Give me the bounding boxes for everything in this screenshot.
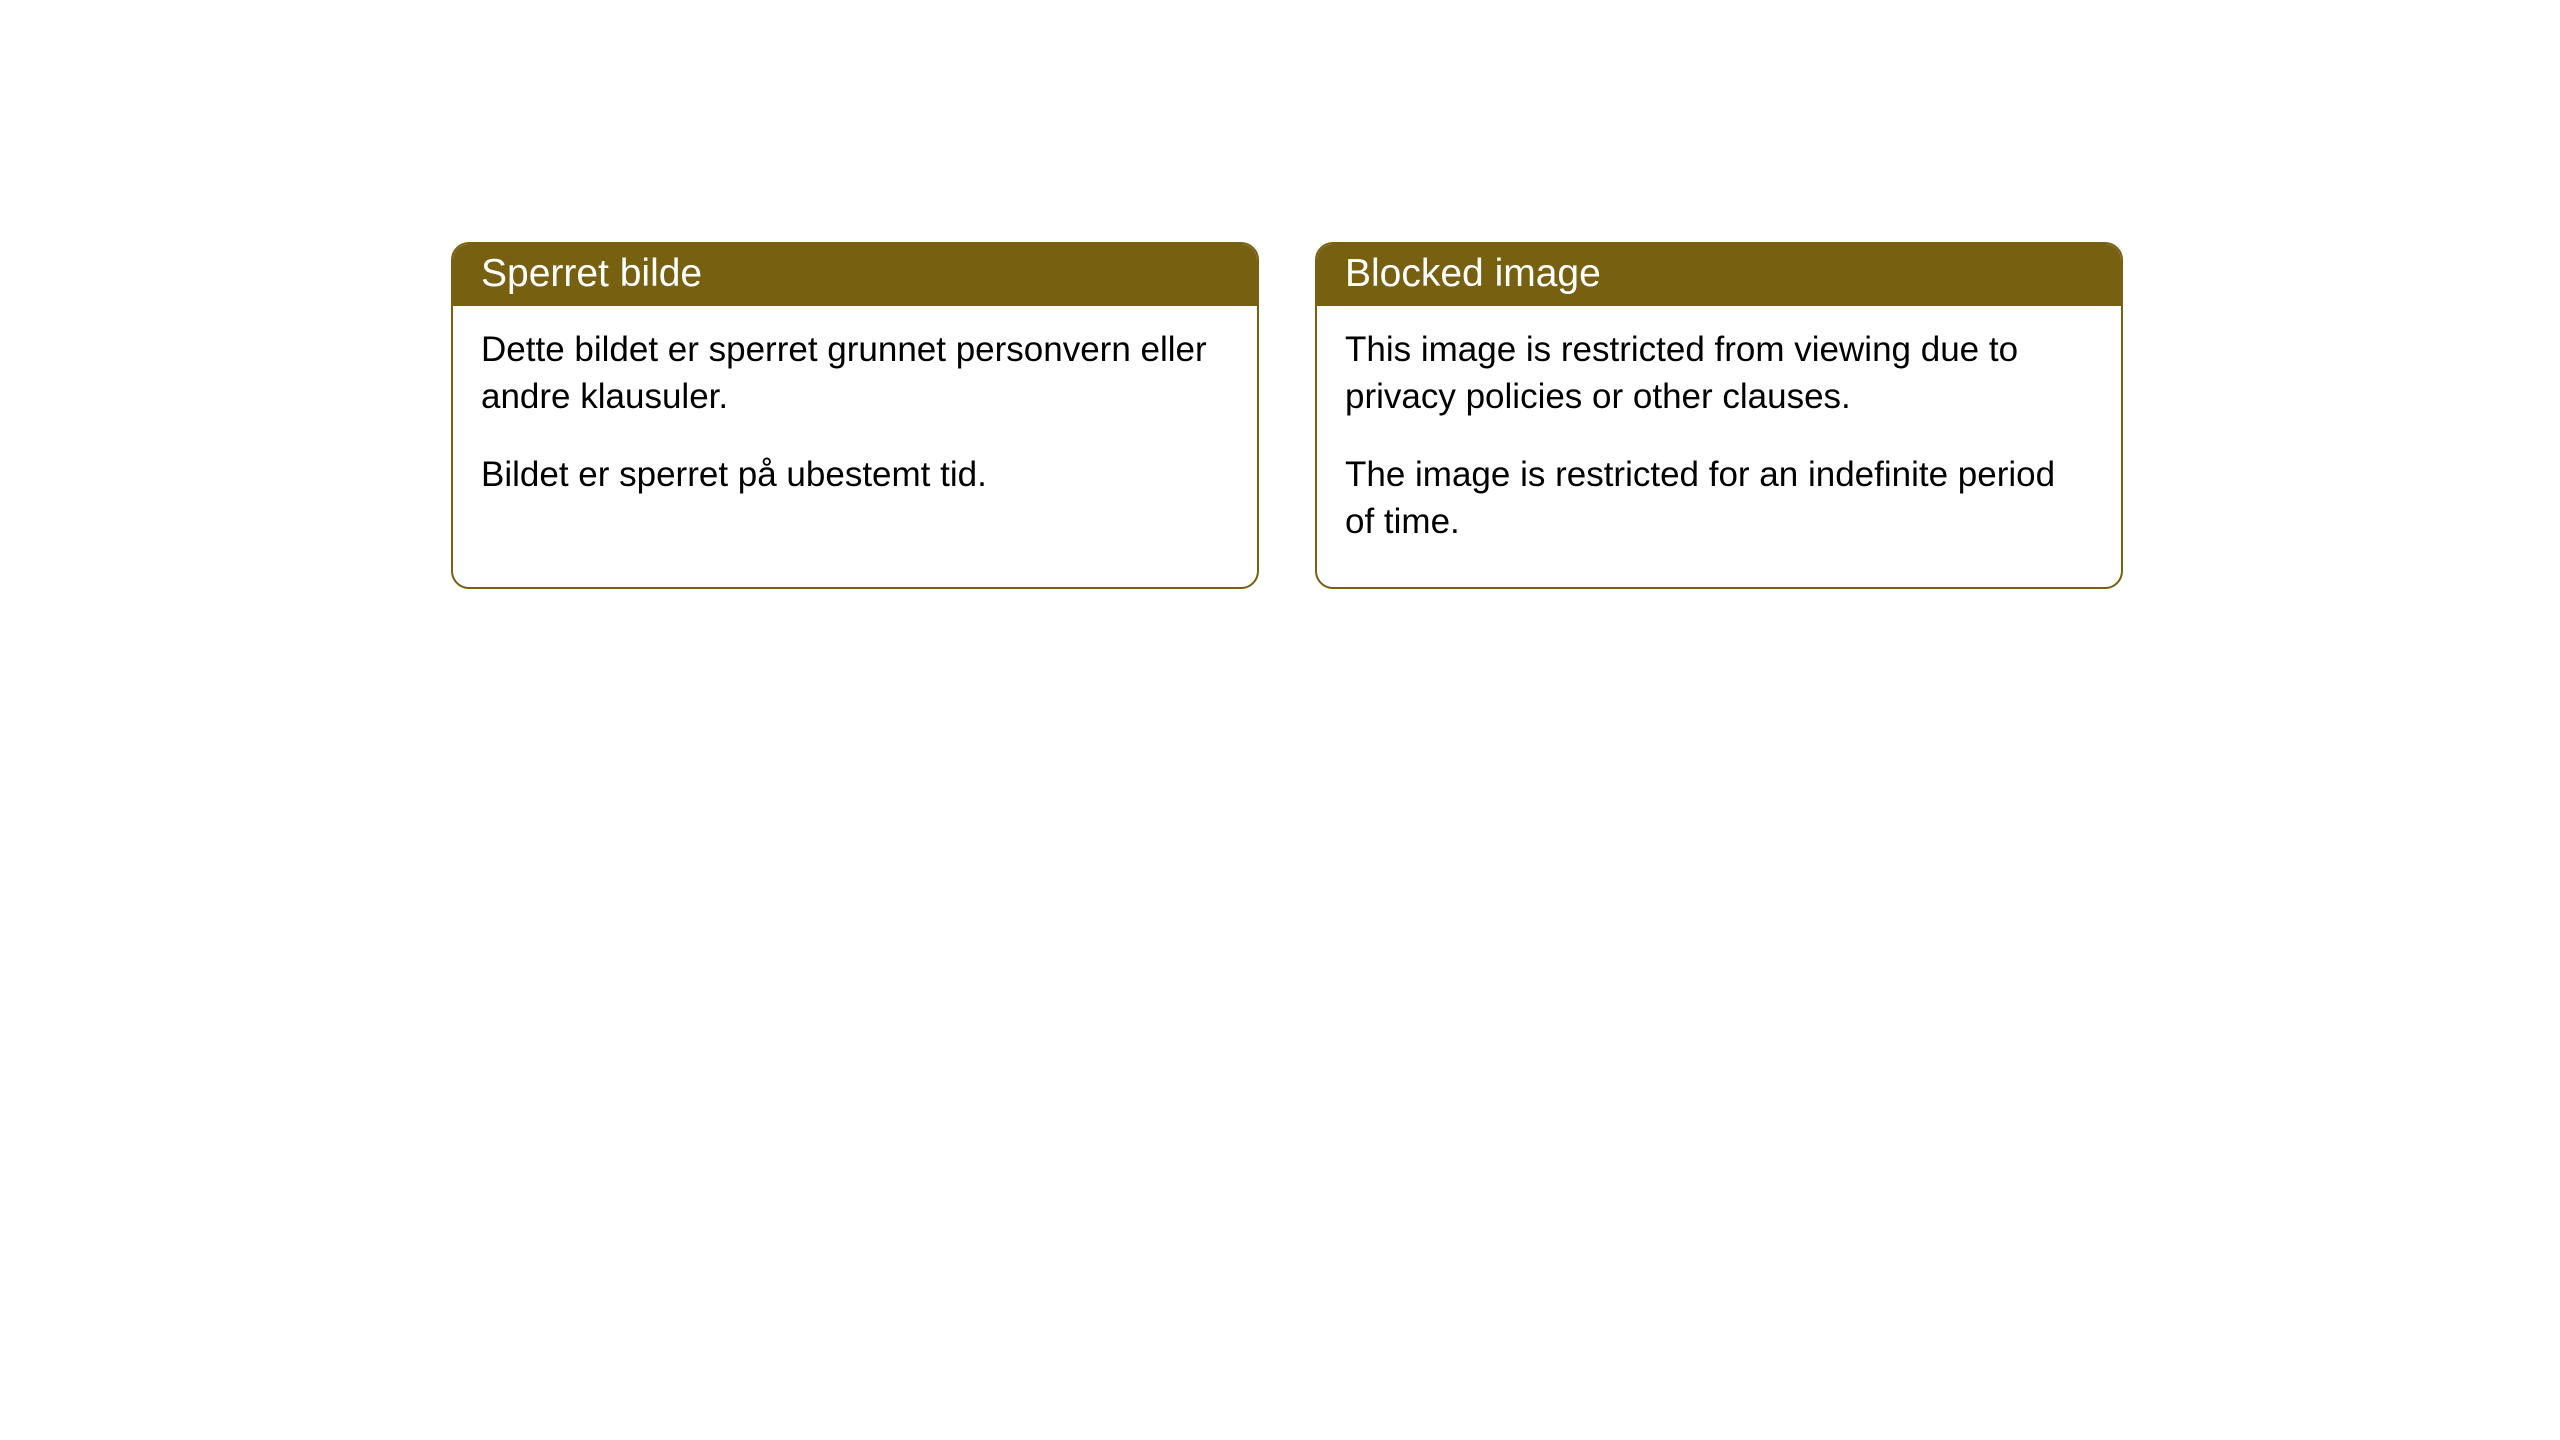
card-body-english: This image is restricted from viewing du… — [1317, 306, 2121, 587]
notice-cards-container: Sperret bilde Dette bildet er sperret gr… — [0, 0, 2560, 589]
card-header-english: Blocked image — [1317, 244, 2121, 306]
card-body-norwegian: Dette bildet er sperret grunnet personve… — [453, 306, 1257, 540]
card-text-norwegian-2: Bildet er sperret på ubestemt tid. — [481, 451, 1229, 498]
card-text-norwegian-1: Dette bildet er sperret grunnet personve… — [481, 326, 1229, 421]
card-text-english-1: This image is restricted from viewing du… — [1345, 326, 2093, 421]
card-header-norwegian: Sperret bilde — [453, 244, 1257, 306]
blocked-image-card-english: Blocked image This image is restricted f… — [1315, 242, 2123, 589]
blocked-image-card-norwegian: Sperret bilde Dette bildet er sperret gr… — [451, 242, 1259, 589]
card-text-english-2: The image is restricted for an indefinit… — [1345, 451, 2093, 546]
